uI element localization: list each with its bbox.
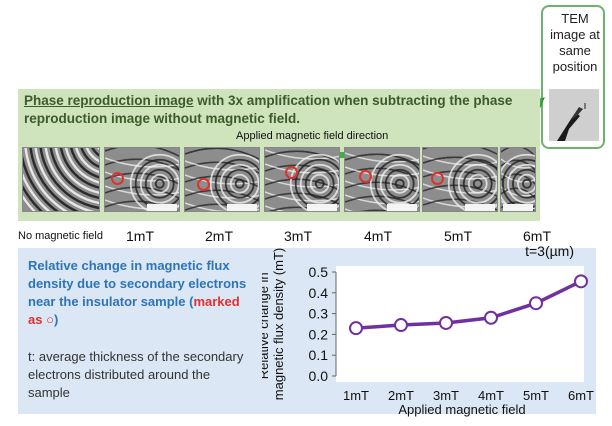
x-tick-label: 2mT (388, 388, 414, 403)
phase-image-panel: Phase reproduction image with 3x amplifi… (18, 89, 540, 221)
y-tick-label: 0.2 (309, 326, 329, 342)
y-tick-label: 0.4 (309, 285, 329, 301)
average-thickness-text: t: average thickness of the secondary el… (28, 349, 244, 400)
phase-image-3mT (264, 147, 340, 212)
sample-marker (197, 178, 210, 191)
sample-marker (285, 166, 298, 179)
y-axis-label-line2: magnetic flux density (mT) (271, 248, 286, 400)
plot-area (336, 266, 584, 382)
tem-callout: TEM image at same position (541, 5, 605, 149)
svg-text:Relative change in magnetic: Relative change in magnetic flux density… (262, 248, 286, 400)
phase-image-6mT (500, 147, 536, 212)
x-tick-label: 1mT (343, 388, 369, 403)
chart-title: t=3(µm) (525, 244, 574, 259)
y-tick-label: 0.5 (309, 264, 329, 280)
series-line (355, 279, 582, 330)
phase-image-1mT (104, 147, 180, 212)
y-tick-label: 0.0 (309, 368, 329, 384)
tem-image (549, 89, 599, 141)
x-tick-label: 3mT (433, 388, 459, 403)
relative-change-close: ) (53, 312, 59, 327)
marked-as-label: marked as ○ (28, 294, 240, 327)
sample-marker (359, 170, 372, 183)
y-axis-label: Relative change in (262, 272, 271, 379)
title-rest: with 3x amplification when subtracting t… (24, 93, 513, 126)
sample-marker (111, 172, 124, 185)
data-point (529, 296, 543, 311)
phase-panel-title: Phase reproduction image with 3x amplifi… (24, 92, 534, 128)
tile-label-5mT: 5mT (444, 228, 472, 244)
phase-image-2mT (184, 147, 260, 212)
title-underlined: Phase reproduction image (24, 93, 194, 108)
data-point (394, 318, 408, 333)
y-tick-label: 0.3 (309, 306, 329, 322)
data-point (574, 274, 588, 289)
x-tick-label: 4mT (478, 388, 504, 403)
tem-label: TEM image at same position (550, 11, 600, 74)
tile-label-3mT: 3mT (284, 228, 312, 244)
tile-label-4mT: 4mT (364, 228, 392, 244)
phase-image-no-field (22, 147, 100, 212)
relative-change-text: Relative change in magnetic flux density… (28, 257, 253, 329)
phase-image-5mT (422, 147, 498, 212)
y-tick-label: 0.1 (309, 347, 329, 363)
relative-change-main: Relative change in magnetic flux density… (28, 258, 247, 309)
phase-image-strip (22, 147, 536, 212)
x-axis-label: Applied magnetic field (398, 402, 525, 417)
x-tick-label: 6mT (568, 388, 594, 403)
tile-label-1mT: 1mT (126, 228, 154, 244)
x-tick-label: 5mT (523, 388, 549, 403)
tile-label-6mT: 6mT (523, 228, 551, 244)
tile-label-2mT: 2mT (205, 228, 233, 244)
field-direction-label: Applied magnetic field direction (236, 130, 389, 142)
data-point (484, 310, 498, 325)
no-field-label: No magnetic field (18, 230, 103, 242)
data-point (439, 315, 453, 330)
data-point (349, 321, 363, 336)
sample-marker (431, 172, 444, 185)
flux-density-chart: t=3(µm) Applied magnetic field Relative … (262, 244, 594, 417)
phase-image-4mT (344, 147, 420, 212)
